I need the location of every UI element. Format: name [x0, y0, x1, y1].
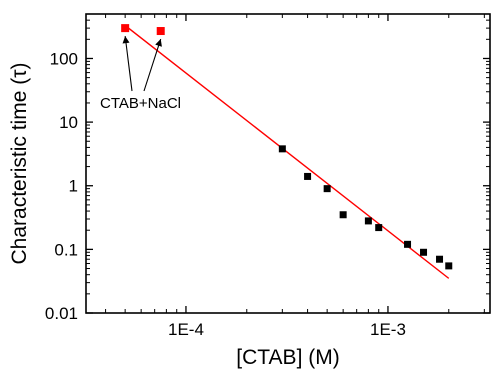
- plot-frame: [85, 13, 491, 314]
- x-axis-title: [CTAB] (M): [236, 346, 339, 369]
- data-point-black: [445, 262, 453, 270]
- fit-line-group: [124, 24, 450, 279]
- annotation-arrowhead: [122, 36, 130, 44]
- x-tick-label: 1E-4: [168, 320, 204, 339]
- annotation-arrowhead: [155, 39, 162, 47]
- annotation-label: CTAB+NaCl: [100, 95, 181, 112]
- data-point-black: [404, 240, 412, 248]
- x-tick-label: 1E-3: [370, 320, 406, 339]
- y-tick-label: 1: [69, 177, 78, 196]
- annotation-arrow: [143, 38, 162, 92]
- data-point-black: [436, 255, 444, 263]
- data-point-black: [375, 224, 383, 232]
- data-point-black: [304, 172, 312, 180]
- y-tick-label: 100: [50, 49, 78, 68]
- fit-line: [124, 24, 450, 279]
- plot-area: CTAB+NaCl: [85, 13, 491, 314]
- y-tick-label: 0.1: [54, 240, 78, 259]
- data-point-red: [121, 24, 130, 33]
- annotation-arrow: [124, 36, 133, 92]
- y-tick-label: 10: [59, 113, 78, 132]
- y-axis-title: Characteristic time (τ): [8, 63, 31, 265]
- axis-ticks: [86, 14, 490, 314]
- data-point-black: [339, 211, 347, 219]
- y-tick-label: 0.01: [45, 304, 78, 323]
- data-points: [121, 24, 453, 270]
- data-point-black: [323, 185, 331, 193]
- data-point-black: [364, 217, 372, 225]
- tick-labels: 0.01 0.1 1 10 100 1E-4 1E-3: [45, 49, 406, 339]
- annotation: CTAB+NaCl: [100, 36, 181, 112]
- data-point-black: [420, 248, 428, 256]
- data-point-black: [278, 145, 286, 153]
- data-point-red: [156, 27, 165, 36]
